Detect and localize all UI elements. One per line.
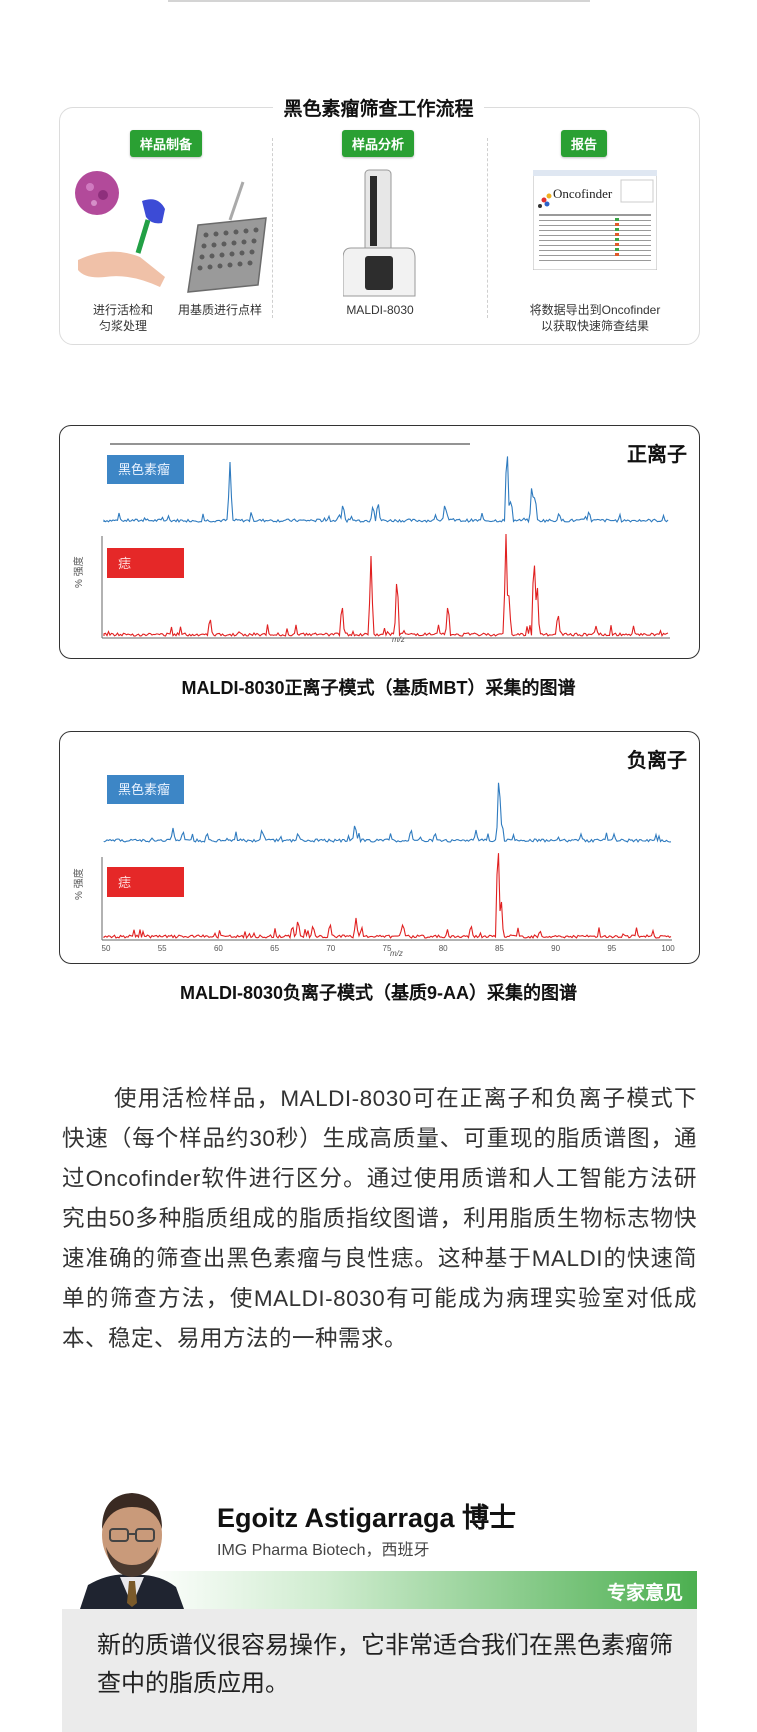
legend-bottom-box <box>107 867 184 897</box>
step-sample-analysis: 样品分析 <box>342 130 415 157</box>
x-tick-labels: 50 55 60 65 70 75 80 85 90 95 100 <box>102 944 676 953</box>
legend-bottom-box <box>107 548 184 578</box>
x-tick-label: 85 <box>495 944 504 953</box>
caption-biopsy: 进行活检和 匀浆处理 <box>92 303 153 333</box>
expert-avatar <box>80 1493 184 1609</box>
step-divider <box>272 138 273 318</box>
top-divider <box>168 0 590 2</box>
positive-mode-label: 正离子 <box>627 444 687 466</box>
step-divider <box>487 138 488 318</box>
x-tick-label: 50 <box>102 944 111 953</box>
x-tick-label: 65 <box>270 944 279 953</box>
positive-spectrum-caption: MALDI-8030正离子模式（基质MBT）采集的图谱 <box>181 678 576 698</box>
legend-top-box <box>107 455 184 484</box>
positive-bottom-trace <box>103 533 669 638</box>
caption-report: 将数据导出到Oncofinder 以获取快速筛查结果 <box>529 303 661 333</box>
expert-affiliation: IMG Pharma Biotech，西班牙 <box>217 1542 430 1559</box>
legend-bottom-label: 痣 <box>118 556 131 571</box>
workflow-title: 黑色素瘤筛查工作流程 <box>0 94 757 121</box>
x-tick-label: 90 <box>551 944 560 953</box>
x-tick-label: 80 <box>439 944 448 953</box>
x-tick-label: 70 <box>326 944 335 953</box>
legend-top-label: 黑色素瘤 <box>118 462 170 477</box>
arm-icon <box>78 251 165 287</box>
caption-instrument: MALDI-8030 <box>346 303 414 317</box>
legend-bottom-label: 痣 <box>118 875 131 890</box>
biopsy-punch-icon <box>135 219 151 254</box>
expert-name: Egoitz Astigarraga 博士 <box>217 1503 517 1533</box>
caption-spotting: 用基质进行点样 <box>177 303 262 317</box>
x-tick-label: 100 <box>661 944 675 953</box>
negative-spectrum-plot: 黑色素瘤 痣 % 强度 50 55 60 65 70 75 80 85 90 95 100 m/z <box>72 775 676 958</box>
target-plate-icon <box>187 181 267 293</box>
x-tick-label: 75 <box>383 944 392 953</box>
negative-spectrum-caption: MALDI-8030负离子模式（基质9-AA）采集的图谱 <box>179 983 578 1003</box>
step-badge: 样品分析 <box>342 130 415 157</box>
body-paragraph: 使用活检样品，MALDI-8030可在正离子和负离子模式下快速（每个样品约30秒… <box>62 1086 697 1351</box>
expert-banner: 专家意见 <box>80 1571 697 1609</box>
x-tick-label: 55 <box>158 944 167 953</box>
sample-prep-illustration <box>75 171 267 293</box>
report-logo: Oncofinder <box>553 186 613 201</box>
tissue-sample-icon <box>75 171 119 215</box>
step-sample-prep: 样品制备 <box>130 130 203 157</box>
negative-spectrum-panel: 黑色素瘤 痣 % 强度 50 55 60 65 70 75 80 85 90 95 100 m/z … <box>59 731 700 964</box>
y-axis-label: % 强度 <box>72 556 85 588</box>
positive-spectrum-panel: 黑色素瘤 痣 % 强度 m/z 正离子 <box>59 425 700 659</box>
expert-tag: 专家意见 <box>606 1583 683 1604</box>
negative-mode-label: 负离子 <box>627 750 687 772</box>
positive-top-trace <box>103 456 669 524</box>
y-axis-label: % 强度 <box>72 868 85 900</box>
x-axis-unit: m/z <box>392 635 405 644</box>
expert-quote: 新的质谱仪很容易操作，它非常适合我们在黑色素瘤筛查中的脂质应用。 <box>97 1632 673 1697</box>
step-badge: 报告 <box>561 130 608 157</box>
legend-top-label: 黑色素瘤 <box>118 782 170 797</box>
glove-icon <box>142 199 165 224</box>
negative-bottom-trace <box>103 853 672 940</box>
positive-spectrum-plot: 黑色素瘤 痣 % 强度 m/z <box>72 443 670 644</box>
step-badge: 样品制备 <box>130 130 203 157</box>
negative-top-trace <box>103 782 672 844</box>
maldi-instrument-illustration <box>343 169 416 297</box>
legend-top-box <box>107 775 184 804</box>
x-tick-label: 60 <box>214 944 223 953</box>
x-axis-unit: m/z <box>390 949 403 958</box>
step-report: 报告 <box>561 130 608 157</box>
oncofinder-report-illustration: Oncofinder <box>533 170 657 270</box>
quote-box: 新的质谱仪很容易操作，它非常适合我们在黑色素瘤筛查中的脂质应用。 <box>62 1609 697 1732</box>
x-tick-label: 95 <box>607 944 616 953</box>
